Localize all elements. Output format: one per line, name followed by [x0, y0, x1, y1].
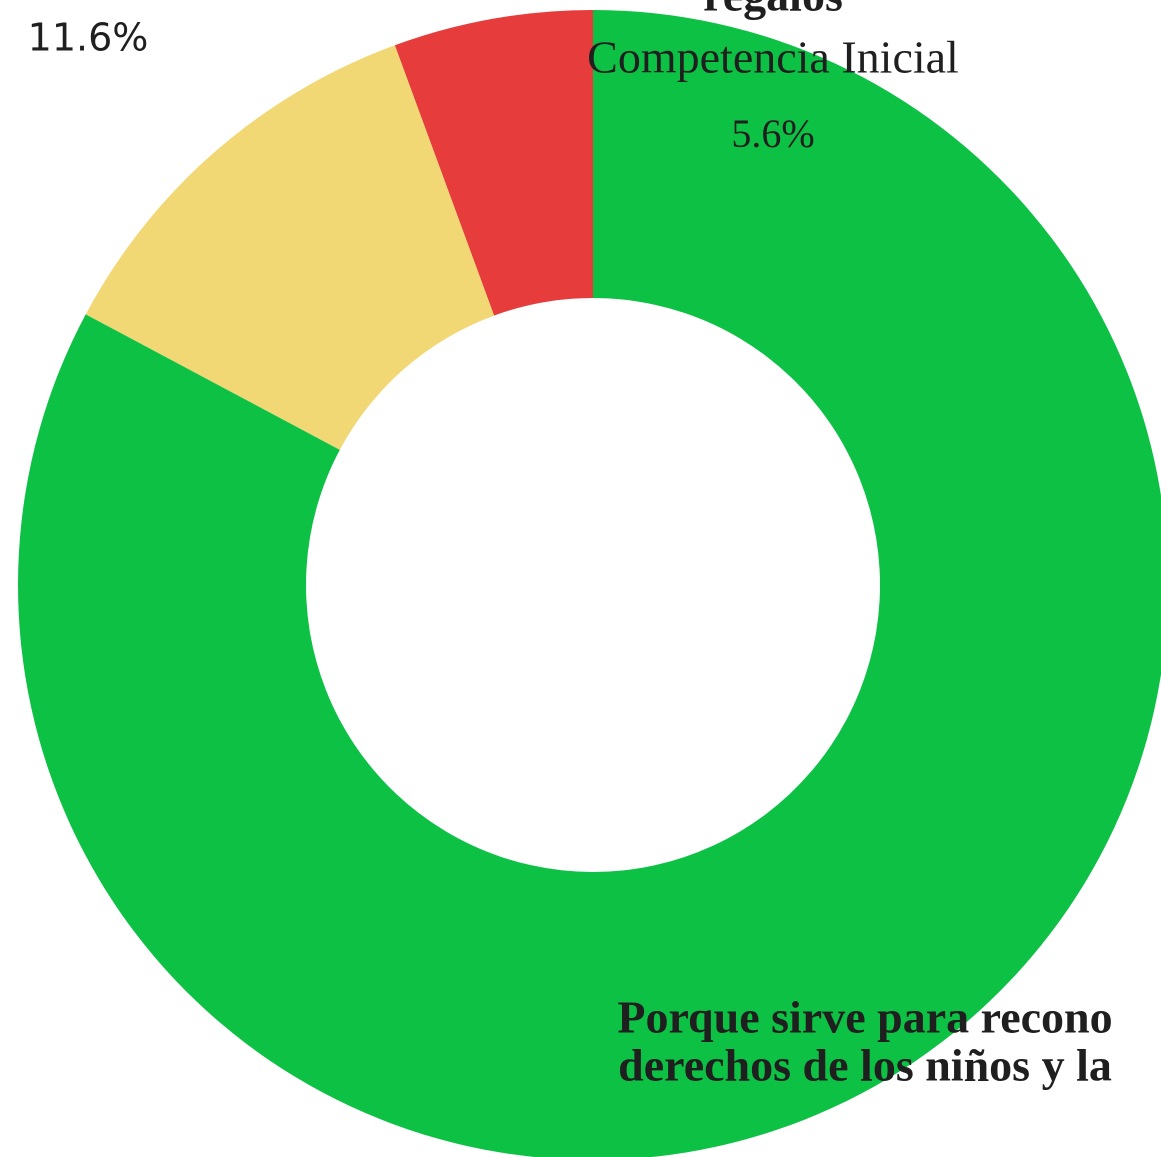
- category-label: Porque sirve para recono: [617, 992, 1112, 1043]
- donut-segment: [85, 45, 495, 450]
- category-label: Competencia Inicial: [587, 32, 959, 83]
- value-label: 11.6%: [28, 16, 149, 60]
- donut-segment: [18, 10, 1161, 1157]
- category-label: regalos: [703, 0, 843, 21]
- value-label: 5.6%: [731, 111, 814, 156]
- donut-segment: [394, 10, 593, 316]
- category-label: derechos de los niños y la: [618, 1040, 1112, 1091]
